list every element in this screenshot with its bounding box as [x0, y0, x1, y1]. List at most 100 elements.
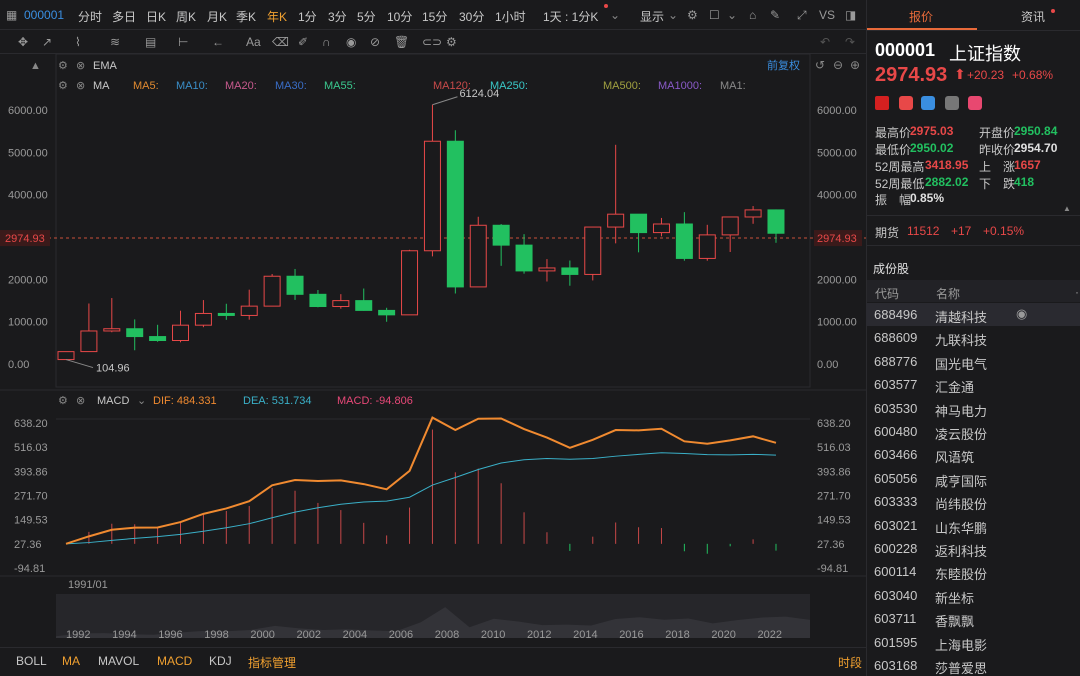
tag-icon[interactable]	[921, 96, 935, 110]
pen-icon[interactable]: ✎	[770, 8, 781, 22]
table-row[interactable]: 603530 神马电力	[866, 397, 1080, 420]
macd-tick: 516.03	[14, 442, 48, 454]
grid-icon[interactable]: ▦	[6, 8, 18, 22]
fib-tool-icon[interactable]: ▤	[145, 35, 157, 49]
link-icon[interactable]: ⊂⊃	[422, 35, 443, 49]
price-tick: 5000.00	[817, 147, 857, 159]
eye-icon[interactable]: ◉	[346, 35, 357, 49]
period-10[interactable]: 10分	[387, 10, 413, 24]
eraser-icon[interactable]: ⌫	[272, 35, 289, 49]
expand-icon[interactable]: ⤢	[797, 8, 807, 22]
table-row[interactable]: 601595 上海电影	[866, 631, 1080, 654]
macd-tick: 516.03	[817, 442, 851, 454]
table-row[interactable]: 603466 风语筑	[866, 443, 1080, 466]
polyline-tool-icon[interactable]: ⌇	[75, 35, 81, 49]
gear-icon[interactable]: ⚙	[687, 8, 698, 22]
tab-news[interactable]: 资讯	[977, 0, 1080, 30]
ma-item: MA5:	[133, 80, 159, 92]
period-1[interactable]: 多日	[112, 10, 137, 24]
ma-item: MA55:	[324, 80, 356, 92]
period-5[interactable]: 季K	[236, 10, 257, 24]
stock-row-code: 603168	[874, 658, 918, 673]
stock-code[interactable]: 000001	[24, 8, 65, 22]
tab-macd[interactable]: MACD	[157, 654, 193, 668]
move-icon[interactable]: ✥	[18, 35, 29, 49]
vs-button[interactable]: VS	[819, 8, 836, 22]
ma-item: MA1:	[720, 80, 746, 92]
period-11[interactable]: 15分	[422, 10, 448, 24]
camera-icon[interactable]: ⌂	[749, 8, 757, 22]
period-2[interactable]: 日K	[146, 10, 167, 24]
wave-tool-icon[interactable]: ≋	[110, 35, 121, 49]
current-price-tag	[814, 230, 862, 247]
price-tick: 4000.00	[8, 190, 48, 202]
hide-icon[interactable]: ⊘	[370, 35, 381, 49]
collapse-icon[interactable]: ▲	[1063, 204, 1071, 213]
table-row[interactable]: 600228 返利科技	[866, 537, 1080, 560]
note-icon[interactable]	[945, 96, 959, 110]
period-9[interactable]: 5分	[357, 10, 376, 24]
table-row[interactable]: 688496 清越科技 ◉	[866, 303, 1080, 327]
checkbox-icon[interactable]: ☐	[709, 8, 720, 22]
year-tick: 2012	[527, 629, 551, 641]
redo-icon[interactable]: ↷	[845, 35, 856, 49]
table-row[interactable]: 688609 九联科技	[866, 326, 1080, 349]
hot-icon[interactable]	[899, 96, 913, 110]
tab-ma[interactable]: MA	[62, 654, 80, 668]
stock-row-name: 返利科技	[935, 544, 988, 559]
period-8[interactable]: 3分	[328, 10, 347, 24]
line-tool-icon[interactable]: ↗	[42, 35, 53, 49]
table-row[interactable]: 603577 汇金通	[866, 373, 1080, 396]
restore-button: 前复权	[767, 58, 800, 72]
candle-body	[492, 224, 510, 246]
gear-icon[interactable]: ⚙	[446, 35, 457, 49]
tab-boll[interactable]: BOLL	[16, 654, 47, 668]
trash-icon[interactable]: 🗑	[394, 35, 410, 49]
table-row[interactable]: 603040 新坐标	[866, 584, 1080, 607]
arrow-tool-icon[interactable]: ←	[212, 35, 224, 49]
candle-body	[194, 312, 212, 326]
ema-label: EMA	[93, 60, 118, 72]
table-row[interactable]: 603333 尚纬股份	[866, 490, 1080, 513]
interval-select[interactable]: 1天 : 1分K	[543, 10, 599, 24]
macd-tick: 638.20	[14, 418, 48, 430]
magnet-icon[interactable]: ∩	[322, 35, 331, 49]
stock-row-code: 603333	[874, 494, 918, 510]
table-row[interactable]: 605056 咸亨国际	[866, 467, 1080, 490]
tab-quote[interactable]: 报价	[867, 0, 977, 30]
period-0[interactable]: 分时	[78, 10, 103, 24]
table-row[interactable]: 603021 山东华鹏	[866, 514, 1080, 537]
dea-line	[65, 452, 777, 545]
eye-icon[interactable]: ◉	[1016, 306, 1028, 321]
table-row[interactable]: 603711 香飘飘	[866, 607, 1080, 630]
table-row[interactable]: 600114 东睦股份	[866, 560, 1080, 583]
heart-icon[interactable]	[968, 96, 982, 110]
price-tick: 2000.00	[8, 274, 48, 286]
macd-title: MACD	[97, 395, 129, 407]
kline-chart[interactable]: EMA MA ⚙ ⊗ ⚙ ⊗ ▲ MA5: MA10: MA20: MA30: MA55: MA120:…	[0, 54, 866, 647]
table-row[interactable]: 688776 国光电气	[866, 350, 1080, 373]
brush-icon[interactable]: ✐	[298, 35, 309, 49]
period-13[interactable]: 1小时	[495, 10, 526, 24]
period-3[interactable]: 周K	[176, 10, 197, 24]
period-12[interactable]: 30分	[459, 10, 485, 24]
table-row[interactable]: 600480 凌云股份	[866, 420, 1080, 443]
table-row[interactable]: 603168 莎普爱思	[866, 654, 1080, 676]
panel-toggle-icon[interactable]: ◨	[845, 8, 857, 22]
range-tool-icon[interactable]: ⊢	[178, 35, 189, 49]
display-button[interactable]: 显示	[640, 10, 665, 24]
current-price-tag	[0, 230, 50, 247]
text-tool-icon[interactable]: Aa	[246, 35, 261, 49]
settings-icon[interactable]: ⌄	[668, 8, 679, 22]
period-6[interactable]: 年K	[267, 10, 288, 24]
period-4[interactable]: 月K	[207, 10, 228, 24]
period-button[interactable]: 时段	[838, 656, 863, 670]
tab-indicator-manage[interactable]: 指标管理	[248, 656, 297, 670]
undo-icon[interactable]: ↶	[820, 35, 831, 49]
candle-body	[767, 209, 785, 234]
chevron-icon[interactable]: ⌄	[727, 8, 738, 22]
dif-line	[65, 416, 777, 545]
period-7[interactable]: 1分	[298, 10, 317, 24]
tab-mavol[interactable]: MAVOL	[98, 654, 140, 668]
tab-kdj[interactable]: KDJ	[209, 654, 232, 668]
